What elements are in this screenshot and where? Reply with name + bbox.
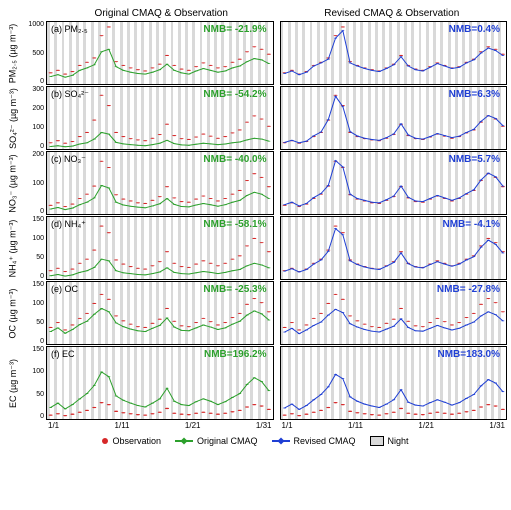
panel-so4-left: (b) SO₄²⁻ NMB= -54.2%: [46, 86, 274, 150]
nmb-no3-right: NMB=5.7%: [449, 154, 500, 165]
column-headers: Original CMAQ & Observation Revised CMAQ…: [46, 8, 507, 19]
yaxis-pm25: 10005000: [22, 21, 46, 85]
panel-ec-left: (f) EC NMB=196.2%: [46, 346, 274, 420]
panel-no3-left: (c) NO₃⁻ NMB= -40.0%: [46, 151, 274, 215]
row-ec: EC (µg m⁻³) 150100500 (f) EC NMB=196.2% …: [4, 346, 507, 420]
panel-pm25-left: (a) PM₂.₅ NMB= -21.9%: [46, 21, 274, 85]
ylabel-nh4: NH₄⁺ (µg m⁻³): [4, 216, 22, 280]
panel-pm25-right: NMB=0.4%: [280, 21, 508, 85]
row-pm25: PM₂.₅ (µg m⁻³) 10005000 (a) PM₂.₅ NMB= -…: [4, 21, 507, 85]
nmb-pm25-left: NMB= -21.9%: [203, 24, 266, 35]
nmb-nh4-left: NMB= -58.1%: [203, 219, 266, 230]
figure: Original CMAQ & Observation Revised CMAQ…: [0, 0, 511, 454]
nmb-no3-left: NMB= -40.0%: [203, 154, 266, 165]
row-nh4: NH₄⁺ (µg m⁻³) 150100500 (d) NH₄⁺ NMB= -5…: [4, 216, 507, 280]
yaxis-oc: 150100500: [22, 281, 46, 345]
ylabel-oc: OC (µg m⁻³): [4, 281, 22, 345]
panel-label-pm25: (a) PM₂.₅: [51, 24, 88, 34]
nmb-ec-right: NMB=183.0%: [437, 349, 500, 360]
yaxis-no3: 2001000: [22, 151, 46, 215]
x-axis-left: 1/1 1/11 1/21 1/31: [46, 421, 274, 430]
ylabel-so4: SO₄²⁻ (µg m⁻³): [4, 86, 22, 150]
nmb-oc-right: NMB= -27.8%: [437, 284, 500, 295]
legend-original: Original CMAQ: [175, 436, 258, 446]
night-box-icon: [370, 436, 384, 446]
col-header-left: Original CMAQ & Observation: [46, 8, 277, 19]
ylabel-no3: NO₃⁻ (µg m⁻³): [4, 151, 22, 215]
ylabel-pm25: PM₂.₅ (µg m⁻³): [4, 21, 22, 85]
nmb-ec-left: NMB=196.2%: [204, 349, 267, 360]
yaxis-so4: 3002001000: [22, 86, 46, 150]
panel-label-ec: (f) EC: [51, 349, 75, 359]
panel-oc-right: NMB= -27.8%: [280, 281, 508, 345]
nmb-so4-left: NMB= -54.2%: [203, 89, 266, 100]
nmb-pm25-right: NMB=0.4%: [449, 24, 500, 35]
panel-oc-left: (e) OC NMB= -25.3%: [46, 281, 274, 345]
legend-observation: Observation: [102, 436, 161, 446]
yaxis-nh4: 150100500: [22, 216, 46, 280]
panel-nh4-right: NMB= -4.1%: [280, 216, 508, 280]
panel-label-nh4: (d) NH₄⁺: [51, 219, 86, 230]
nmb-so4-right: NMB=6.3%: [449, 89, 500, 100]
panel-so4-right: NMB=6.3%: [280, 86, 508, 150]
panel-label-so4: (b) SO₄²⁻: [51, 89, 89, 100]
row-no3: NO₃⁻ (µg m⁻³) 2001000 (c) NO₃⁻ NMB= -40.…: [4, 151, 507, 215]
legend-revised: Revised CMAQ: [272, 436, 356, 446]
panel-label-oc: (e) OC: [51, 284, 78, 294]
yaxis-ec: 150100500: [22, 346, 46, 420]
panel-label-no3: (c) NO₃⁻: [51, 154, 86, 165]
row-so4: SO₄²⁻ (µg m⁻³) 3002001000 (b) SO₄²⁻ NMB=…: [4, 86, 507, 150]
rev-line-icon: [272, 440, 290, 442]
nmb-oc-left: NMB= -25.3%: [203, 284, 266, 295]
orig-line-icon: [175, 440, 193, 442]
panel-ec-right: NMB=183.0%: [280, 346, 508, 420]
ylabel-ec: EC (µg m⁻³): [4, 346, 22, 420]
legend-night: Night: [370, 436, 409, 446]
panel-no3-right: NMB=5.7%: [280, 151, 508, 215]
x-axis-row: 1/1 1/11 1/21 1/31 1/1 1/11 1/21 1/31: [46, 421, 507, 430]
row-oc: OC (µg m⁻³) 150100500 (e) OC NMB= -25.3%…: [4, 281, 507, 345]
nmb-nh4-right: NMB= -4.1%: [442, 219, 500, 230]
obs-dot-icon: [102, 438, 108, 444]
col-header-right: Revised CMAQ & Observation: [277, 8, 508, 19]
x-axis-right: 1/1 1/11 1/21 1/31: [280, 421, 508, 430]
legend: Observation Original CMAQ Revised CMAQ N…: [4, 436, 507, 446]
panel-nh4-left: (d) NH₄⁺ NMB= -58.1%: [46, 216, 274, 280]
